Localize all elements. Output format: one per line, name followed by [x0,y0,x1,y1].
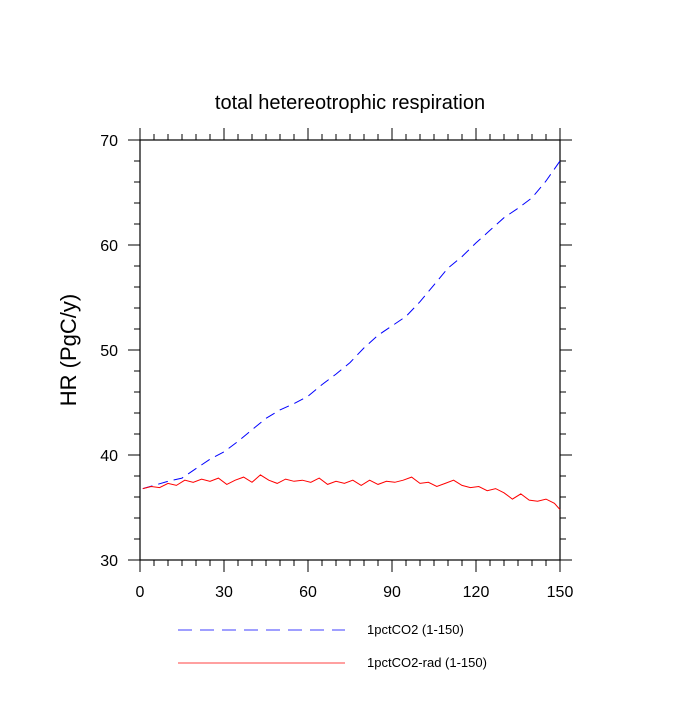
x-tick-label: 120 [463,584,490,601]
x-tick-label: 0 [136,584,145,601]
series-line-1 [142,160,561,490]
y-tick-label: 70 [100,133,118,150]
legend-label-1: 1pctCO2 (1-150) [367,622,464,637]
x-tick-label: 90 [383,584,401,601]
series-line-2 [142,474,561,510]
plot-area: 0 30 60 90 120 150 30 40 50 60 70 [100,128,573,601]
legend-label-2: 1pctCO2-rad (1-150) [367,655,487,670]
y-tick-label: 50 [100,343,118,360]
y-axis-label: HR (PgC/y) [56,294,81,406]
plot-frame [139,139,561,561]
x-tick-label: 30 [215,584,233,601]
y-tick-label: 30 [100,553,118,570]
y-tick-label: 60 [100,238,118,255]
x-tick-label: 150 [547,584,574,601]
y-tick-label: 40 [100,448,118,465]
legend: 1pctCO2 (1-150) 1pctCO2-rad (1-150) [178,622,487,670]
x-tick-label: 60 [299,584,317,601]
chart-title: total hetereotrophic respiration [215,92,485,114]
